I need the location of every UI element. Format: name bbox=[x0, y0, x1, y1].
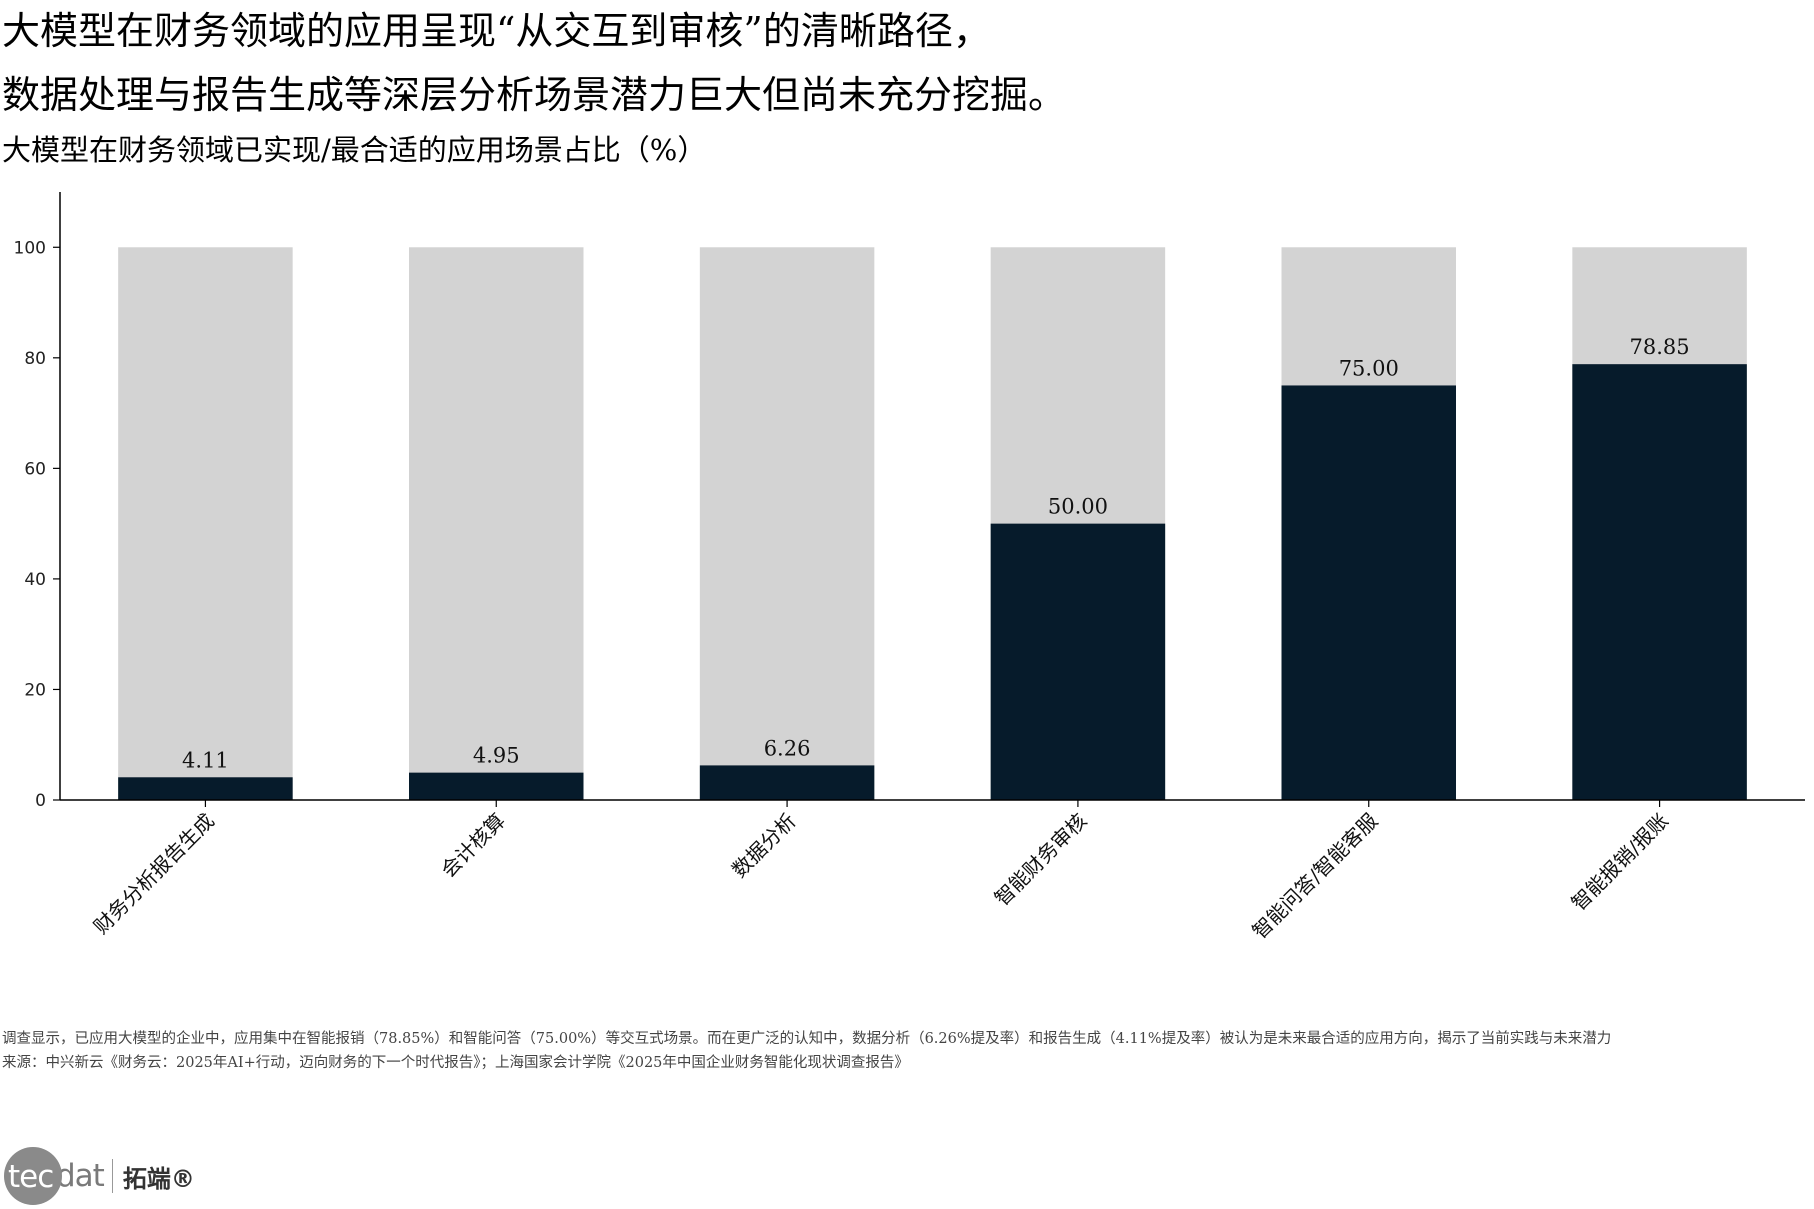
background-bar bbox=[118, 247, 293, 801]
logo-separator bbox=[111, 1159, 113, 1193]
data-label: 78.85 bbox=[1630, 335, 1690, 359]
logo-badge: tec bbox=[4, 1147, 62, 1205]
category-label: 数据分析 bbox=[727, 809, 801, 883]
y-tick-label: 100 bbox=[14, 238, 46, 258]
category-label: 财务分析报告生成 bbox=[89, 809, 219, 939]
data-label: 4.11 bbox=[182, 748, 229, 772]
chart-source: 来源：中兴新云《财务云：2025年AI+行动，迈向财务的下一个时代报告》；上海国… bbox=[2, 1055, 909, 1071]
value-bar bbox=[1281, 385, 1456, 800]
background-bar bbox=[699, 247, 875, 801]
y-tick-label: 80 bbox=[24, 349, 46, 369]
category-label: 智能问答/智能客服 bbox=[1247, 809, 1382, 944]
logo-badge-text: tec bbox=[8, 1159, 54, 1195]
value-bar bbox=[990, 523, 1166, 800]
value-bar bbox=[118, 777, 293, 800]
headline-line-2: 数据处理与报告生成等深层分析场景潜力巨大但尚未充分挖掘。 bbox=[2, 73, 1067, 117]
headline-line-1: 大模型在财务领域的应用呈现“从交互到审核”的清晰路径， bbox=[2, 9, 991, 53]
tecdat-logo: tec dat 拓端® bbox=[4, 1146, 195, 1206]
data-label: 50.00 bbox=[1048, 495, 1108, 519]
logo-chinese-text: 拓端® bbox=[122, 1164, 195, 1193]
y-tick-label: 60 bbox=[24, 459, 46, 479]
bar-chart: 4.11 财务分析报告生成 4.95 会计核算 6.26 数据分析 50.00 智能财务审核 7… bbox=[14, 192, 1805, 944]
y-tick-label: 40 bbox=[24, 570, 46, 590]
value-bar bbox=[699, 765, 875, 800]
category-label: 智能财务审核 bbox=[990, 809, 1092, 911]
category-label: 会计核算 bbox=[436, 809, 510, 883]
y-tick-label: 0 bbox=[35, 791, 46, 811]
y-tick-label: 20 bbox=[24, 680, 46, 700]
category-label: 智能报销/报账 bbox=[1567, 809, 1674, 916]
chart-title: 大模型在财务领域已实现/最合适的应用场景占比（%） bbox=[2, 133, 707, 167]
data-label: 4.95 bbox=[473, 744, 520, 768]
data-label: 75.00 bbox=[1339, 356, 1399, 380]
logo-tail-text: dat bbox=[56, 1158, 105, 1194]
background-bar bbox=[409, 247, 584, 801]
value-bar bbox=[1572, 364, 1747, 800]
value-bar bbox=[409, 772, 584, 800]
chart-note: 调查显示，已应用大模型的企业中，应用集中在智能报销（78.85%）和智能问答（7… bbox=[2, 1031, 1612, 1047]
data-label: 6.26 bbox=[764, 736, 811, 760]
